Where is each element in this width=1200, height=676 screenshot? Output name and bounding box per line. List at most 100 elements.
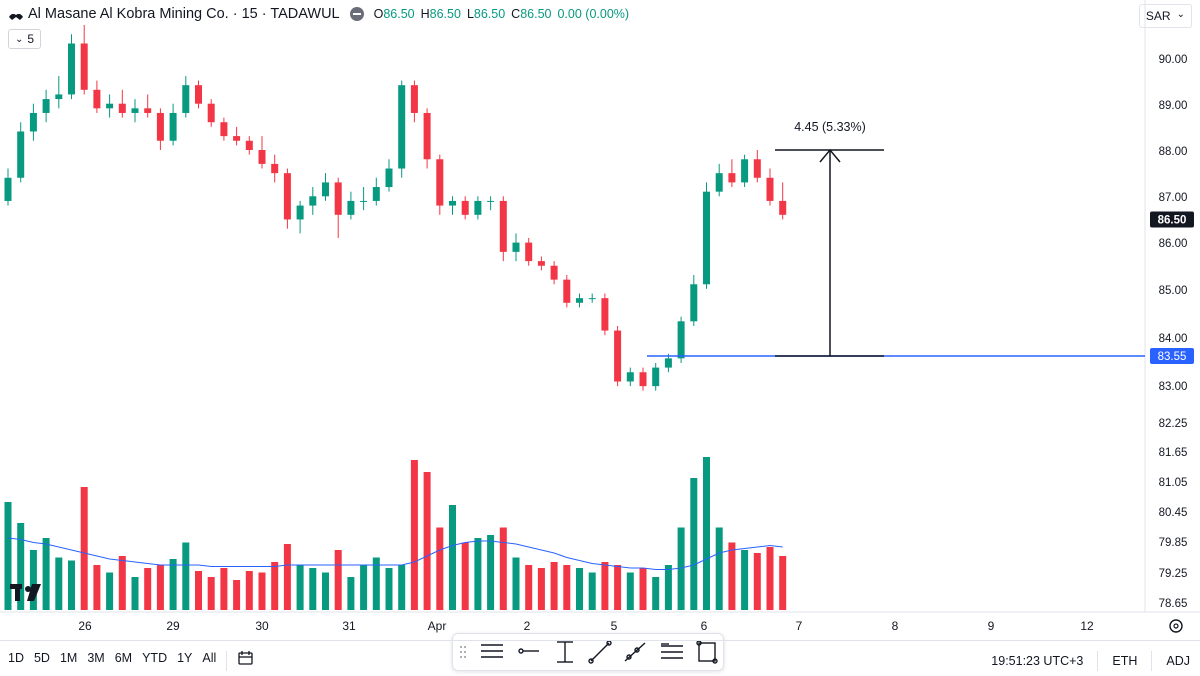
candle-body [436, 159, 444, 206]
volume-bar [741, 550, 749, 610]
candle-body [17, 131, 25, 178]
candle-body [42, 99, 50, 113]
volume-bar [537, 568, 545, 610]
trend-line-tool-icon[interactable] [588, 640, 612, 664]
volume-bar [461, 542, 469, 610]
timeframe-all-button[interactable]: All [202, 651, 217, 665]
volume-bar [17, 523, 25, 610]
volume-bar [703, 457, 710, 610]
candle-body [601, 298, 609, 331]
indicators-toggle[interactable]: ⌄ 5 [8, 29, 42, 49]
candle-body [55, 94, 63, 100]
volume-bar [664, 565, 672, 610]
candle-body [258, 150, 266, 164]
candle-body [296, 205, 304, 220]
volume-bar [360, 565, 368, 610]
high-value: 86.50 [429, 7, 461, 21]
volume-ma-line [7, 537, 783, 570]
volume-bar [93, 565, 101, 610]
volume-bar [398, 565, 406, 610]
candle-body [385, 168, 393, 188]
volume-bar [42, 538, 50, 610]
rectangle-tool-icon[interactable] [696, 640, 718, 664]
volume-bar [271, 562, 279, 610]
volume-bar [690, 478, 698, 610]
settings-icon[interactable] [1169, 619, 1183, 633]
horizontal-lines-tool-icon[interactable] [481, 644, 503, 658]
collapse-icon[interactable] [349, 7, 364, 21]
candle-body [207, 103, 215, 123]
volume-bar [385, 568, 393, 610]
candle-body [550, 265, 558, 280]
vertical-line-tool-icon[interactable] [557, 641, 573, 663]
candle-body [322, 182, 329, 197]
candle-body [487, 200, 495, 202]
timeframe-1y-button[interactable]: 1Y [177, 651, 193, 665]
calendar-icon[interactable] [237, 649, 255, 671]
volume-bar [677, 527, 685, 610]
time-tick-label: 2 [524, 619, 531, 633]
change-value: 0.00 (0.00%) [557, 7, 630, 21]
time-tick-label: 26 [78, 619, 92, 633]
price-tick-label: 85.00 [1159, 285, 1188, 297]
volume-bar [766, 547, 774, 610]
adjust-button[interactable]: ADJ [1166, 654, 1190, 668]
price-tick-label: 81.65 [1159, 447, 1188, 459]
candle-body [779, 200, 787, 215]
candle-body [347, 200, 355, 215]
volume-bar [309, 568, 317, 610]
clock-time[interactable]: 19:51:23 UTC+3 [991, 654, 1084, 668]
candle-body [195, 85, 202, 104]
parallel-channel-tool-icon[interactable] [661, 643, 683, 659]
price-tick-label: 82.25 [1159, 418, 1188, 430]
glasses-icon[interactable] [8, 9, 23, 20]
volume-bar [29, 550, 37, 610]
tradingview-logo-icon[interactable] [10, 584, 41, 601]
divider [226, 651, 228, 671]
candle-body [80, 43, 88, 90]
volume-bar [436, 527, 444, 610]
volume-bar [131, 577, 139, 610]
candle-body [537, 261, 545, 266]
low-value: 86.50 [473, 7, 506, 21]
timeframe-ytd-button[interactable]: YTD [142, 651, 168, 665]
drag-handle-icon[interactable] [460, 646, 466, 658]
candle-body [118, 103, 126, 113]
volume-bar [220, 568, 228, 610]
timeframe-1d-button[interactable]: 1D [8, 651, 24, 665]
symbol-title[interactable]: Al Masane Al Kobra Mining Co. · 15 · TAD… [28, 6, 340, 22]
timeframe-6m-button[interactable]: 6M [114, 651, 133, 665]
timeframe-3m-button[interactable]: 3M [87, 651, 105, 665]
volume-bar [753, 553, 761, 610]
ray-tool-icon[interactable] [624, 642, 646, 662]
candle-body [106, 103, 114, 109]
volume-bar [525, 565, 533, 610]
session-button[interactable]: ETH [1112, 654, 1138, 668]
candle-body [652, 367, 660, 387]
candle-body [614, 330, 622, 382]
close-value: 86.50 [520, 7, 552, 21]
price-range-measure[interactable]: 4.45 (5.33%) [775, 120, 884, 357]
timeframe-1m-button[interactable]: 1M [59, 651, 78, 665]
horizontal-line[interactable]: 83.55 86.50 [647, 211, 1194, 365]
price-tick-label: 89.00 [1159, 100, 1188, 112]
time-tick-label: 29 [166, 619, 180, 633]
candle-body [182, 85, 190, 113]
candle-body [741, 159, 749, 183]
timeframe-5d-button[interactable]: 5D [33, 651, 50, 665]
time-tick-label: 9 [988, 619, 995, 633]
time-tick-label: 12 [1080, 619, 1094, 633]
volume-bar [296, 565, 304, 610]
price-tick-label: 87.00 [1159, 192, 1188, 204]
price-chart[interactable]: 83.55 86.50 4.45 (5.33%) 90.00 89.00 88.00 8… [0, 0, 1200, 640]
candle-body [29, 112, 37, 132]
horizontal-ray-tool-icon[interactable] [518, 648, 539, 654]
candle-body [271, 163, 279, 174]
volume-bar [118, 556, 126, 610]
candle-body [144, 108, 152, 113]
price-tick-label: 79.85 [1159, 537, 1188, 549]
currency-select[interactable]: SAR ⌄ [1138, 4, 1192, 28]
chevron-down-icon: ⌄ [1176, 9, 1185, 20]
volume-bar [106, 572, 114, 610]
candle-body [372, 187, 380, 201]
